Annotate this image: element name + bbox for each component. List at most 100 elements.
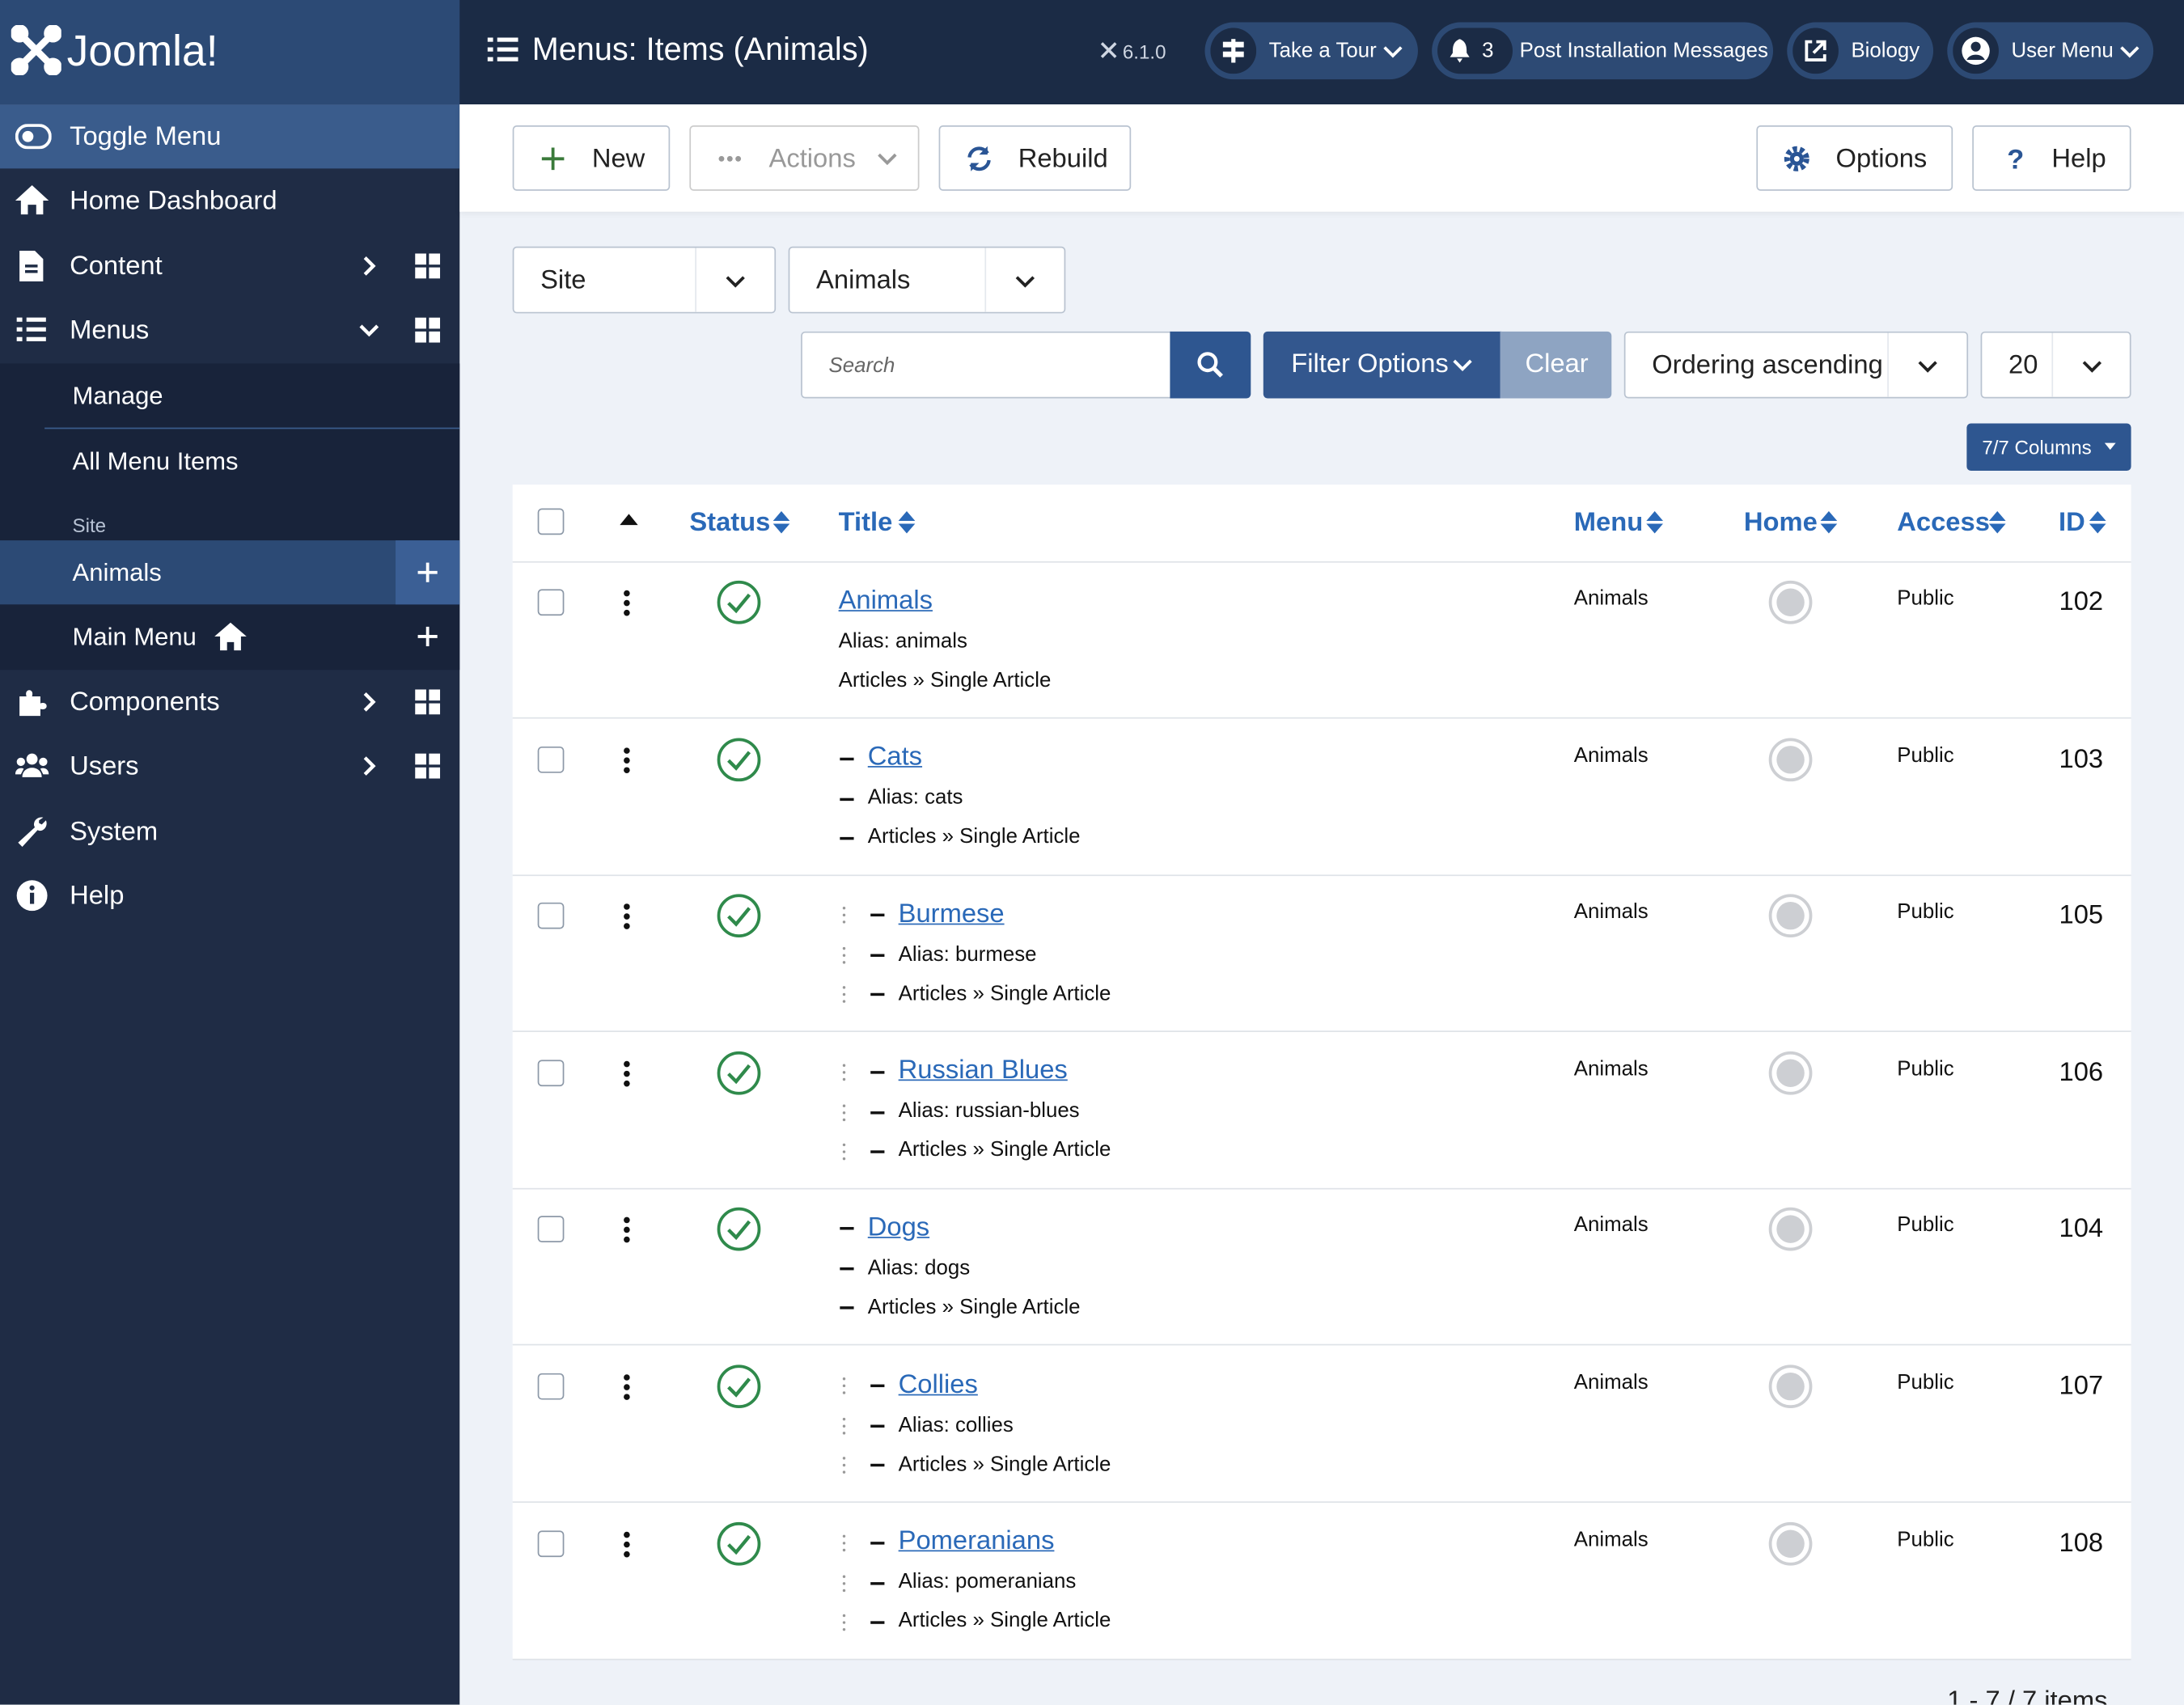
- ordering-select[interactable]: Ordering ascending: [1623, 331, 1969, 399]
- row-actions[interactable]: [621, 589, 633, 616]
- column-header[interactable]: ID: [2059, 508, 2085, 538]
- notifications-button[interactable]: 3 Post Installation Messages: [1432, 22, 1774, 80]
- rebuild-button[interactable]: Rebuild: [938, 125, 1132, 191]
- item-title[interactable]: Animals: [838, 586, 933, 616]
- filter-options-button[interactable]: Filter Options: [1263, 331, 1502, 399]
- sidebar-item[interactable]: Home Dashboard: [70, 185, 277, 216]
- clear-button[interactable]: Clear: [1500, 331, 1612, 399]
- options-button[interactable]: Options: [1756, 125, 1953, 191]
- row-actions[interactable]: [621, 1060, 633, 1087]
- svg-text:?: ?: [2007, 145, 2024, 172]
- clear-label[interactable]: Clear: [1525, 349, 1589, 379]
- home-toggle[interactable]: [1767, 579, 1814, 625]
- published-status[interactable]: [716, 893, 762, 939]
- sidebar: Toggle Menu Home Dashboard Content Menus Man…: [0, 104, 460, 1705]
- published-status[interactable]: [716, 1521, 762, 1567]
- new-button-label[interactable]: New: [591, 145, 645, 175]
- published-status[interactable]: [716, 1050, 762, 1096]
- row-actions[interactable]: [621, 746, 633, 773]
- help-button-label[interactable]: Help: [2051, 145, 2106, 175]
- home-toggle[interactable]: [1767, 1521, 1814, 1567]
- row-checkbox[interactable]: [537, 1060, 565, 1086]
- user-menu-button[interactable]: User Menu: [1947, 22, 2154, 80]
- tree-dash: [870, 1541, 885, 1544]
- column-header[interactable]: Access: [1897, 508, 1990, 538]
- new-button[interactable]: New: [512, 125, 671, 191]
- columns-button[interactable]: 7/7 Columns: [1966, 423, 2131, 472]
- item-type: Articles » Single Article: [838, 667, 1052, 692]
- item-menu: Animals: [1573, 742, 1649, 768]
- row-checkbox[interactable]: [537, 746, 565, 772]
- column-header[interactable]: Menu: [1573, 508, 1644, 538]
- toggle-row[interactable]: [0, 104, 460, 169]
- row-checkbox[interactable]: [537, 1529, 565, 1557]
- row-checkbox[interactable]: [537, 1216, 565, 1243]
- options-button-label[interactable]: Options: [1835, 145, 1928, 175]
- home-toggle[interactable]: [1767, 736, 1814, 782]
- site-button[interactable]: Biology: [1787, 22, 1934, 80]
- row-actions[interactable]: [621, 903, 633, 930]
- item-title[interactable]: Burmese: [898, 899, 1005, 929]
- sidebar-item[interactable]: Components: [70, 687, 220, 717]
- column-header[interactable]: Title: [838, 508, 893, 538]
- row-checkbox[interactable]: [537, 1373, 565, 1400]
- published-status[interactable]: [716, 1207, 762, 1253]
- notification-count: 3: [1482, 39, 1494, 63]
- actions-button[interactable]: Actions: [689, 125, 920, 191]
- search-input[interactable]: Search: [801, 331, 1172, 399]
- tour-button[interactable]: Take a Tour: [1204, 22, 1418, 80]
- item-alias: Alias: collies: [898, 1412, 1014, 1437]
- sidebar-item[interactable]: Content: [70, 251, 163, 281]
- row-checkbox[interactable]: [537, 589, 565, 616]
- home-toggle[interactable]: [1767, 1364, 1814, 1410]
- item-title[interactable]: Dogs: [867, 1212, 930, 1242]
- filter-options-label[interactable]: Filter Options: [1291, 349, 1449, 379]
- client-select[interactable]: Site: [512, 246, 777, 314]
- active-row[interactable]: [0, 540, 460, 605]
- item-title[interactable]: Russian Blues: [898, 1056, 1068, 1085]
- sidebar-item[interactable]: Help: [70, 881, 125, 911]
- item-title[interactable]: Cats: [867, 742, 923, 772]
- columns-label[interactable]: 7/7 Columns: [1982, 435, 2092, 459]
- select-all-checkbox[interactable]: [537, 508, 565, 535]
- item-title[interactable]: Pomeranians: [898, 1526, 1055, 1556]
- expand-chevron: [363, 692, 376, 712]
- home-toggle[interactable]: [1767, 1050, 1814, 1096]
- home-toggle[interactable]: [1767, 1207, 1814, 1253]
- sidebar-item[interactable]: System: [70, 816, 159, 847]
- help-button[interactable]: ? Help: [1972, 125, 2131, 191]
- sidebar-item[interactable]: Menus: [70, 315, 150, 345]
- published-status[interactable]: [716, 736, 762, 782]
- item-id: 106: [2059, 1058, 2104, 1088]
- sidebar-item[interactable]: Users: [70, 751, 139, 781]
- tree-guide: [842, 1064, 846, 1081]
- expand-chevron: [363, 256, 376, 276]
- row-actions[interactable]: [621, 1216, 633, 1244]
- item-id: 105: [2059, 901, 2104, 931]
- item-title[interactable]: Collies: [898, 1369, 978, 1399]
- item-access: Public: [1897, 1056, 1954, 1081]
- row-checkbox[interactable]: [537, 903, 565, 929]
- header: Joomla! Menus: Items (Animals) 6.1.0 Take a…: [0, 0, 2184, 105]
- sidebar-item[interactable]: Main Menu: [72, 622, 197, 651]
- sidebar-item[interactable]: Manage: [72, 381, 163, 410]
- sidebar-item[interactable]: Animals: [72, 558, 162, 586]
- column-header[interactable]: Home: [1743, 508, 1818, 538]
- published-status[interactable]: [716, 579, 762, 625]
- row-actions[interactable]: [621, 1373, 633, 1401]
- column-header[interactable]: Status: [689, 508, 771, 538]
- item-menu: Animals: [1573, 586, 1649, 611]
- limit-select[interactable]: 20: [1980, 331, 2131, 399]
- brand-name: Joomla!: [66, 26, 218, 75]
- published-status[interactable]: [716, 1364, 762, 1410]
- toggle-label[interactable]: Toggle Menu: [70, 122, 222, 152]
- rebuild-button-label[interactable]: Rebuild: [1018, 145, 1108, 175]
- sidebar-item[interactable]: All Menu Items: [72, 446, 239, 476]
- actions-button-label[interactable]: Actions: [768, 145, 856, 175]
- search-button[interactable]: [1170, 331, 1251, 399]
- menu-select-divider: [984, 248, 987, 312]
- home-toggle[interactable]: [1767, 893, 1814, 939]
- tour-icon: [1210, 28, 1257, 74]
- menu-select[interactable]: Animals: [788, 246, 1066, 314]
- row-actions[interactable]: [621, 1530, 633, 1558]
